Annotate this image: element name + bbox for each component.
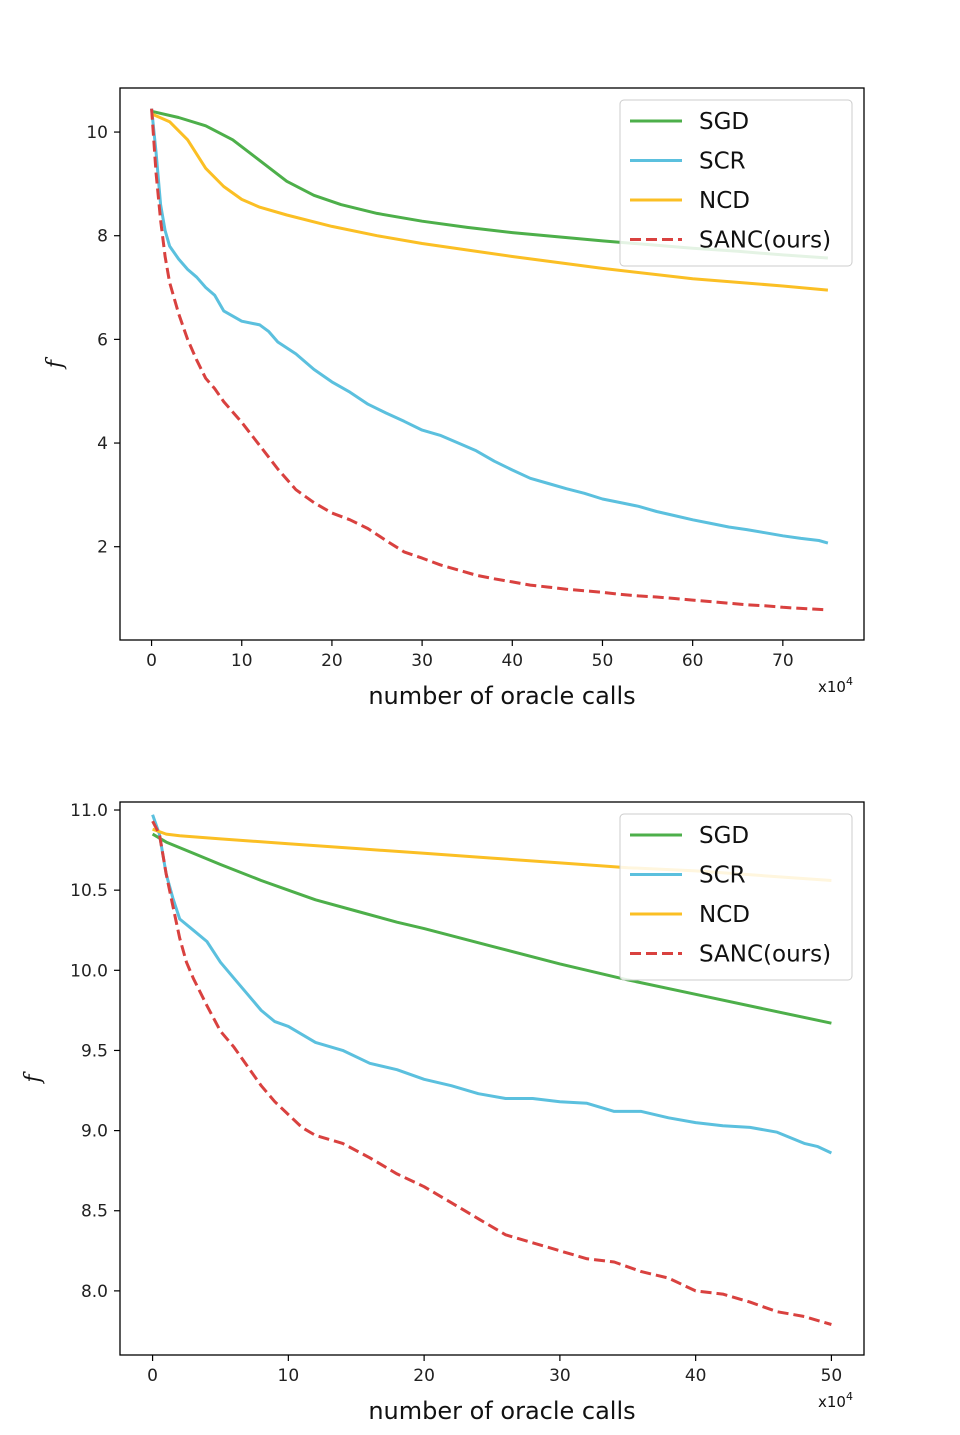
series-line-sanc-ours bbox=[150, 108, 828, 612]
x-tick-label: 50 bbox=[592, 651, 614, 671]
y-tick-label: 2 bbox=[97, 538, 108, 558]
legend-box bbox=[619, 99, 853, 267]
y-tick-label: 8 bbox=[97, 227, 108, 247]
x-tick-label: 10 bbox=[231, 651, 253, 671]
y-tick-label: 9.0 bbox=[81, 1122, 108, 1142]
x-tick-label: 10 bbox=[278, 1366, 300, 1386]
legend-label: SCR bbox=[699, 863, 746, 889]
x-axis-scale-exponent: 4 bbox=[846, 675, 853, 688]
series-line-sgd bbox=[151, 832, 832, 1025]
legend-label: NCD bbox=[699, 902, 750, 928]
series-line-scr bbox=[150, 108, 829, 545]
legend-label: SGD bbox=[699, 823, 749, 849]
x-tick-label: 70 bbox=[772, 651, 794, 671]
x-tick-label: 20 bbox=[321, 651, 343, 671]
y-tick-label: 9.5 bbox=[81, 1041, 108, 1061]
chart-panel-2: 0 10 20 30 40 50 8.0 8.5 9.0 9.5 10.0 10.5 11.0 numbe… bbox=[21, 801, 865, 1425]
x-tick-label: 30 bbox=[549, 1366, 571, 1386]
legend: SGD SCR NCD SANC(ours) bbox=[619, 99, 853, 267]
x-axis-scale-label: x104 bbox=[818, 675, 853, 696]
x-tick-label: 20 bbox=[413, 1366, 435, 1386]
legend-box bbox=[619, 813, 853, 981]
x-tick-label: 50 bbox=[821, 1366, 843, 1386]
series-line-sanc-ours bbox=[151, 820, 832, 1326]
y-tick-label: 6 bbox=[97, 330, 108, 350]
x-tick-label: 30 bbox=[411, 651, 433, 671]
y-tick-label: 8.0 bbox=[81, 1282, 108, 1302]
x-axis-label: number of oracle calls bbox=[368, 682, 635, 710]
x-axis-scale-base: x10 bbox=[818, 678, 846, 696]
x-axis-scale-exponent: 4 bbox=[846, 1390, 853, 1403]
legend-label: SGD bbox=[699, 109, 749, 135]
x-axis-scale-label: x104 bbox=[818, 1390, 853, 1411]
x-axis-label: number of oracle calls bbox=[368, 1397, 635, 1425]
x-tick-label: 40 bbox=[501, 651, 523, 671]
y-tick-label: 10.5 bbox=[70, 881, 108, 901]
y-tick-label: 10 bbox=[86, 123, 108, 143]
legend-label: NCD bbox=[699, 188, 750, 214]
x-tick-label: 0 bbox=[147, 1366, 158, 1386]
x-tick-label: 0 bbox=[146, 651, 157, 671]
y-tick-label: 10.0 bbox=[70, 961, 108, 981]
series-line-scr bbox=[151, 814, 833, 1155]
axes-frame bbox=[119, 801, 865, 1356]
legend-label: SCR bbox=[699, 149, 746, 175]
legend: SGD SCR NCD SANC(ours) bbox=[619, 813, 853, 981]
chart-panel-1: 0 10 20 30 40 50 60 70 2 4 6 8 10 number of oracle ca… bbox=[43, 87, 865, 710]
y-tick-label: 4 bbox=[97, 434, 108, 454]
legend-label: SANC(ours) bbox=[699, 942, 831, 968]
y-tick-label: 8.5 bbox=[81, 1202, 108, 1222]
x-tick-label: 40 bbox=[685, 1366, 707, 1386]
x-tick-label: 60 bbox=[682, 651, 704, 671]
y-tick-label: 11.0 bbox=[70, 801, 108, 821]
x-axis-scale-base: x10 bbox=[818, 1393, 846, 1411]
legend-label: SANC(ours) bbox=[699, 228, 831, 254]
axes-frame bbox=[119, 87, 865, 641]
series-line-ncd bbox=[151, 112, 829, 292]
